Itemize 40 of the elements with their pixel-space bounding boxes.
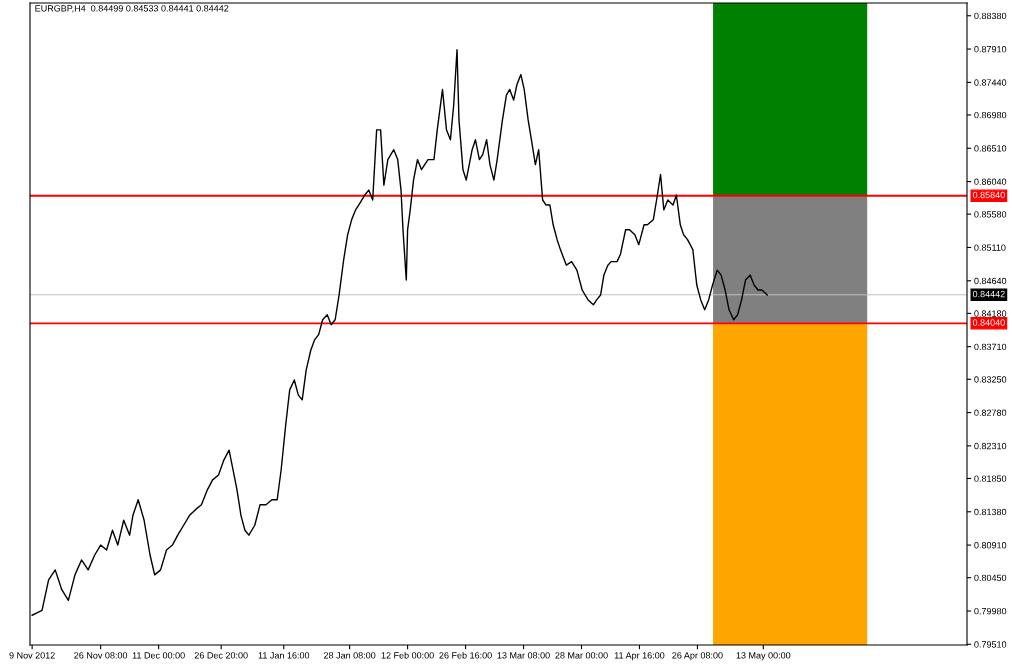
x-tick-label: 11 Jan 16:00 bbox=[258, 652, 310, 659]
bar bbox=[713, 323, 868, 645]
y-tick-label: 0.86980 bbox=[974, 111, 1007, 119]
y-tick-label: 0.88380 bbox=[974, 12, 1007, 20]
x-tick-label: 9 Nov 2012 bbox=[9, 652, 55, 659]
y-tick-label: 0.86510 bbox=[974, 145, 1007, 152]
x-tick-label: 13 May 00:00 bbox=[736, 652, 791, 661]
y-tick-label: 0.85110 bbox=[974, 244, 1006, 251]
x-tick-label: 26 Apr 08:00 bbox=[672, 652, 723, 661]
x-tick-label: 26 Nov 08:00 bbox=[74, 652, 128, 659]
x-tick-label: 26 Dec 20:00 bbox=[194, 652, 248, 659]
y-tick-label: 0.81380 bbox=[974, 508, 1007, 516]
bar bbox=[713, 3, 868, 196]
bar bbox=[713, 195, 868, 324]
x-tick-label: 13 Mar 08:00 bbox=[497, 652, 550, 659]
x-tick-label: 12 Feb 00:00 bbox=[381, 651, 434, 659]
y-tick-label: 0.87440 bbox=[974, 79, 1007, 86]
x-tick-label: 28 Jan 08:00 bbox=[323, 652, 376, 659]
ref-line-label: 0.84040 bbox=[972, 319, 1005, 326]
y-tick-label: 0.83250 bbox=[974, 376, 1007, 383]
y-tick-label: 0.79510 bbox=[974, 641, 1007, 648]
y-tick-label: 0.80450 bbox=[974, 574, 1007, 582]
y-tick-label: 0.81850 bbox=[974, 475, 1007, 482]
y-tick-label: 0.84180 bbox=[974, 310, 1007, 317]
y-tick-label: 0.80910 bbox=[974, 542, 1007, 549]
x-tick-label: 26 Feb 16:00 bbox=[439, 651, 492, 659]
y-tick-label: 0.86040 bbox=[974, 178, 1007, 185]
y-tick-label: 0.85580 bbox=[974, 211, 1007, 218]
ref-line-label: 0.85840 bbox=[972, 191, 1005, 199]
x-tick-label: 11 Apr 16:00 bbox=[614, 652, 665, 661]
x-tick-label: 11 Dec 00:00 bbox=[132, 652, 185, 659]
y-tick-label: 0.83710 bbox=[974, 343, 1007, 351]
x-tick-label: 28 Mar 00:00 bbox=[555, 652, 608, 659]
y-tick-label: 0.79980 bbox=[974, 607, 1007, 615]
chart-title: EURGBP,H4 0.84499 0.84533 0.84441 0.84442 bbox=[35, 5, 229, 13]
y-tick-label: 0.82310 bbox=[974, 442, 1007, 450]
ref-line-label: 0.84442 bbox=[972, 290, 1005, 298]
y-tick-label: 0.82780 bbox=[974, 409, 1007, 416]
y-tick-label: 0.87910 bbox=[974, 46, 1007, 53]
y-tick-label: 0.84640 bbox=[974, 277, 1007, 285]
